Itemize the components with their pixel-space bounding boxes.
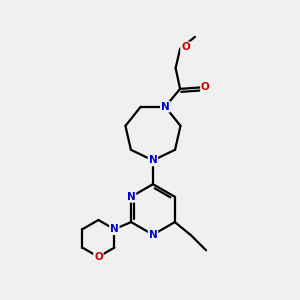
- Text: N: N: [110, 224, 119, 234]
- Text: O: O: [94, 252, 103, 262]
- Text: N: N: [148, 230, 157, 240]
- Text: O: O: [201, 82, 210, 92]
- Text: N: N: [148, 155, 157, 165]
- Text: N: N: [127, 192, 136, 202]
- Text: N: N: [161, 102, 170, 112]
- Text: O: O: [181, 42, 190, 52]
